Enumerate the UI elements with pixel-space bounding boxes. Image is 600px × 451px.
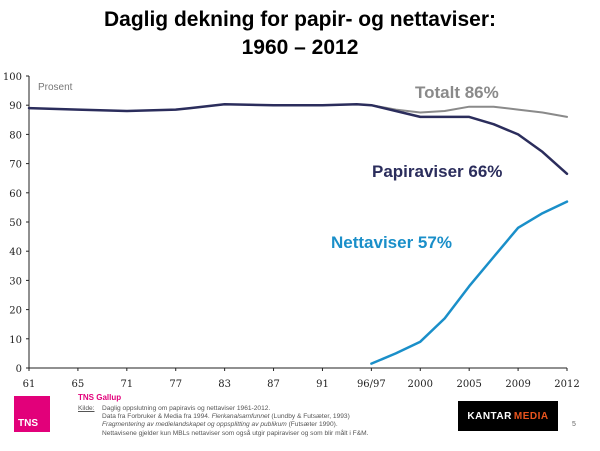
chart-title-line-1: Daglig dekning for papir- og nettaviser:: [103, 8, 497, 31]
y-tick-label: 10: [9, 335, 22, 346]
y-tick-label: 50: [9, 218, 22, 229]
source-line-2: Data fra Forbruker & Media fra 1994. Fle…: [78, 413, 478, 421]
y-tick-label: 0: [16, 364, 22, 375]
tns-logo: TNS: [14, 396, 50, 432]
y-tick-label: 20: [9, 306, 22, 317]
source-text-1: Daglig oppslutning om papiravis og netta…: [102, 405, 271, 412]
chart-title-line-2: 1960 – 2012: [241, 36, 359, 59]
series-label-papiraviser: Papiraviser 66%: [372, 162, 502, 181]
kantar-text: KANTAR: [467, 410, 512, 422]
kantar-media-logo: KANTAR MEDIA: [458, 401, 558, 431]
y-tick-label: 60: [9, 189, 22, 200]
series-label-totalt: Totalt 86%: [415, 83, 499, 102]
source-line-3: Fragmentering av medielandskapet og opps…: [78, 421, 478, 429]
x-tick-label: 2012: [554, 379, 579, 390]
y-tick-label: 100: [3, 72, 22, 83]
tns-gallup-label: TNS Gallup: [78, 393, 122, 402]
x-tick-label: 71: [120, 379, 133, 390]
series-label-nettaviser: Nettaviser 57%: [331, 233, 452, 252]
x-tick-label: 61: [23, 379, 36, 390]
source-text-3a: Fragmentering av medielandskapet og opps…: [102, 421, 287, 429]
source-notes: Kilde: Daglig oppslutning om papiravis og…: [78, 405, 478, 438]
x-tick-label: 87: [267, 379, 280, 390]
series-line-papiraviser: [27, 103, 569, 176]
y-tick-label: 40: [9, 247, 22, 258]
tns-logo-text: TNS: [18, 418, 38, 429]
source-text-3b: (Futsæter 1990).: [286, 421, 338, 429]
source-text-2c: (Lundby & Futsæter, 1993): [269, 413, 350, 421]
x-tick-label: 91: [316, 379, 329, 390]
y-tick-label: 90: [9, 101, 22, 112]
x-tick-label: 2009: [505, 379, 530, 390]
x-tick-label: 2005: [456, 379, 481, 390]
x-tick-label: 96/97: [357, 379, 386, 390]
source-line-4: Nettavisene gjelder kun MBLs nettaviser …: [102, 429, 369, 437]
y-tick-label: 30: [9, 276, 22, 287]
y-tick-label: 70: [9, 160, 22, 171]
source-text-2a: Data fra Forbruker & Media fra 1994.: [102, 413, 212, 421]
x-tick-label: 83: [218, 379, 231, 390]
y-tick-label: 80: [9, 130, 22, 141]
source-line-1: Kilde: Daglig oppslutning om papiravis og…: [78, 405, 478, 413]
x-tick-label: 65: [72, 379, 85, 390]
x-tick-label: 77: [169, 379, 182, 390]
series-line-nettaviser: [370, 200, 569, 365]
media-text: MEDIA: [513, 410, 549, 422]
x-tick-label: 2000: [408, 379, 433, 390]
series-line-totalt: [370, 104, 568, 118]
page-number: 5: [572, 421, 576, 428]
source-label: Kilde:: [78, 405, 95, 412]
source-text-2b: Flerkanalsamfunnet: [211, 413, 270, 421]
y-axis-label: Prosent: [38, 82, 73, 93]
